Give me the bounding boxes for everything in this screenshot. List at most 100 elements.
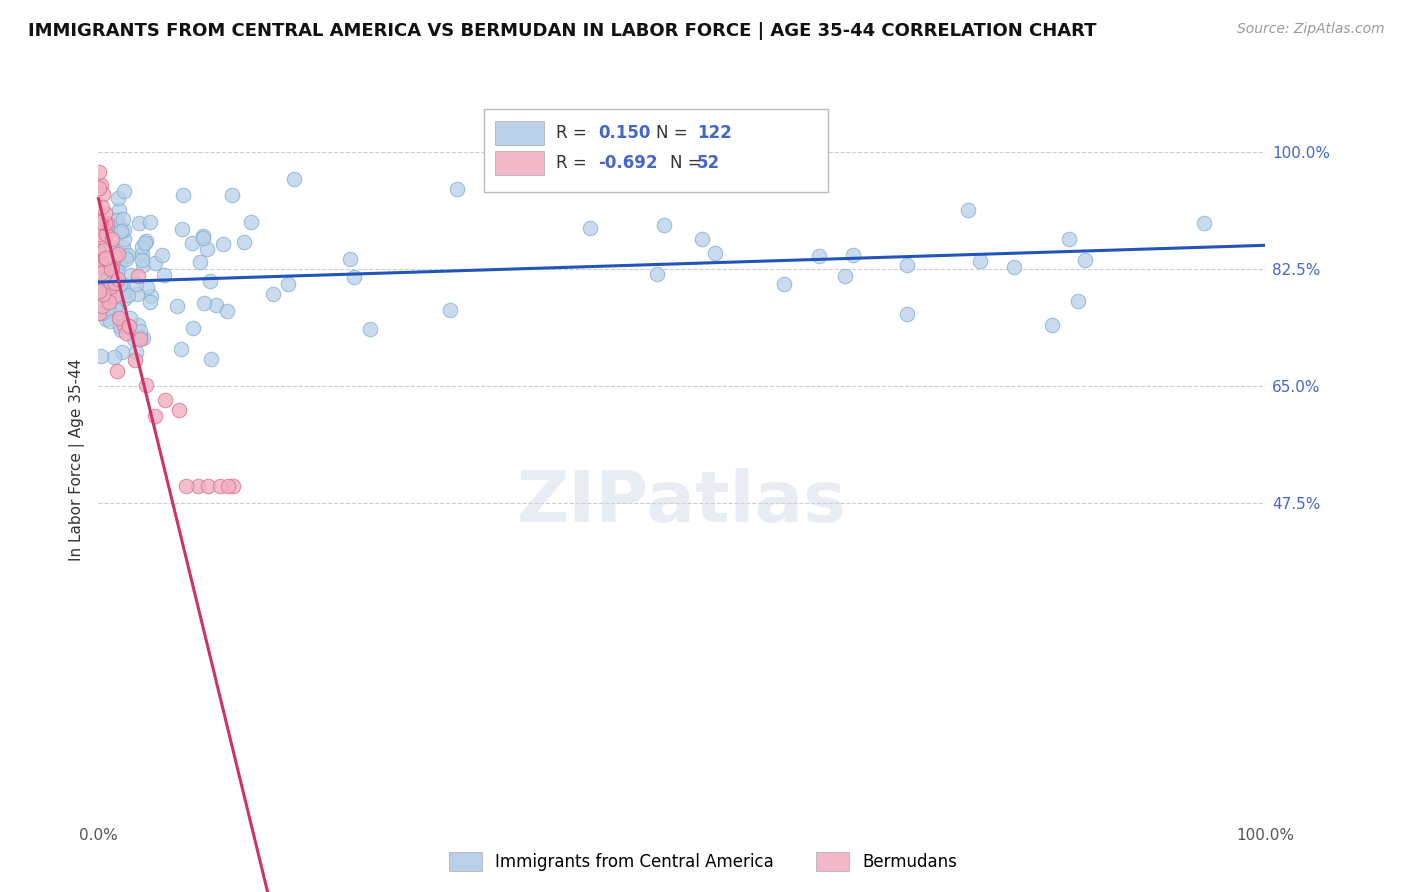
Point bbox=[90, 252, 112, 267]
Point bbox=[101, 232, 124, 246]
Point bbox=[112, 211, 135, 226]
Point bbox=[191, 231, 214, 245]
FancyBboxPatch shape bbox=[495, 120, 544, 145]
Point bbox=[90, 300, 112, 314]
Legend: Immigrants from Central America, Bermudans: Immigrants from Central America, Bermuda… bbox=[440, 843, 966, 880]
Text: N =: N = bbox=[671, 154, 707, 172]
Point bbox=[107, 246, 129, 260]
Point bbox=[439, 303, 461, 318]
Point bbox=[118, 319, 141, 334]
Point bbox=[97, 301, 120, 315]
Text: 52: 52 bbox=[697, 154, 720, 172]
Point bbox=[112, 292, 135, 306]
Point bbox=[1074, 252, 1097, 267]
Point bbox=[1194, 216, 1216, 230]
Point bbox=[174, 479, 197, 493]
Point bbox=[112, 223, 135, 237]
Point bbox=[127, 287, 149, 301]
Point bbox=[97, 294, 120, 309]
Point bbox=[107, 218, 129, 232]
Point bbox=[262, 286, 284, 301]
Point bbox=[132, 258, 155, 272]
Point bbox=[97, 286, 120, 301]
Point bbox=[690, 232, 713, 246]
Point bbox=[105, 264, 128, 278]
Point bbox=[87, 284, 110, 298]
Point bbox=[217, 479, 239, 493]
Point bbox=[98, 293, 121, 308]
Point bbox=[93, 253, 115, 268]
Point bbox=[139, 215, 162, 229]
Point bbox=[187, 479, 209, 493]
Text: R =: R = bbox=[555, 124, 592, 142]
Point bbox=[104, 261, 127, 276]
Point bbox=[217, 303, 239, 318]
Point bbox=[807, 249, 830, 263]
FancyBboxPatch shape bbox=[495, 151, 544, 176]
Point bbox=[1002, 260, 1025, 274]
Point bbox=[89, 212, 111, 227]
Point bbox=[842, 247, 865, 261]
Point bbox=[969, 254, 991, 268]
Point bbox=[127, 269, 149, 284]
Point bbox=[957, 202, 980, 217]
Point bbox=[111, 344, 134, 359]
Point bbox=[91, 286, 114, 301]
Point bbox=[141, 289, 163, 303]
Point bbox=[94, 206, 117, 220]
Point bbox=[90, 178, 112, 192]
Point bbox=[125, 345, 148, 359]
Point bbox=[277, 277, 299, 292]
Point bbox=[105, 212, 128, 227]
Point bbox=[117, 288, 139, 302]
Point bbox=[89, 180, 111, 194]
Point bbox=[111, 240, 134, 254]
Point bbox=[145, 256, 167, 270]
Point bbox=[104, 249, 127, 263]
Point bbox=[87, 165, 110, 179]
Point bbox=[188, 255, 211, 269]
Point bbox=[97, 244, 120, 258]
FancyBboxPatch shape bbox=[484, 109, 828, 192]
Point bbox=[98, 219, 121, 234]
Point bbox=[100, 260, 122, 274]
Point bbox=[115, 249, 138, 263]
Point bbox=[221, 188, 243, 202]
Point bbox=[89, 215, 111, 229]
Point bbox=[772, 277, 794, 291]
Point bbox=[359, 322, 381, 336]
Point bbox=[652, 218, 675, 232]
Y-axis label: In Labor Force | Age 35-44: In Labor Force | Age 35-44 bbox=[69, 359, 84, 560]
Point bbox=[90, 244, 112, 259]
Point bbox=[128, 333, 150, 347]
Point bbox=[103, 350, 125, 364]
Point bbox=[118, 311, 141, 326]
Point bbox=[896, 306, 918, 320]
Point bbox=[143, 409, 166, 424]
Point bbox=[103, 287, 125, 301]
Point bbox=[193, 295, 215, 310]
Point bbox=[135, 377, 157, 392]
Point bbox=[89, 295, 111, 310]
Point bbox=[104, 301, 127, 315]
Point bbox=[94, 216, 117, 230]
Point bbox=[107, 190, 129, 204]
Point bbox=[110, 224, 132, 238]
Point bbox=[131, 240, 153, 254]
Point bbox=[136, 280, 159, 294]
Point bbox=[132, 331, 155, 345]
Point bbox=[343, 269, 366, 284]
Point bbox=[131, 252, 153, 267]
Point bbox=[579, 220, 602, 235]
Point bbox=[222, 479, 245, 493]
Point bbox=[87, 244, 110, 258]
Point bbox=[233, 235, 256, 249]
Point bbox=[110, 323, 132, 337]
Point bbox=[197, 479, 219, 493]
Point bbox=[134, 235, 156, 250]
Point bbox=[101, 261, 124, 276]
Point bbox=[114, 285, 136, 299]
Point bbox=[200, 352, 222, 367]
Point bbox=[114, 184, 136, 198]
Point bbox=[96, 312, 118, 326]
